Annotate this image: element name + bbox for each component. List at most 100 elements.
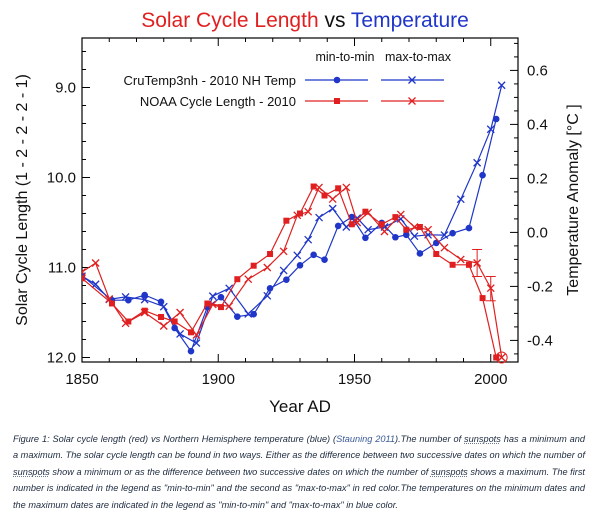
legend-entry-label-0: CruTemp3nh - 2010 NH Temp: [124, 73, 296, 88]
data-point-b: [293, 211, 302, 220]
data-point: [204, 300, 211, 307]
title-part-1: vs: [319, 9, 351, 32]
caption-text: ).The number of: [395, 434, 465, 444]
data-point: [321, 256, 328, 263]
data-point: [283, 217, 290, 224]
data-point: [82, 268, 86, 276]
data-point: [244, 275, 253, 284]
data-point: [244, 309, 253, 318]
data-point: [82, 275, 85, 282]
data-point-b: [473, 158, 482, 167]
y-right-tick-label: 0.6: [527, 62, 548, 79]
data-point: [279, 266, 288, 275]
data-point: [402, 231, 410, 239]
caption-link-sunspots[interactable]: sunspots: [13, 466, 50, 477]
title-part-2: Temperature: [351, 9, 469, 32]
data-point: [335, 185, 342, 192]
data-point: [403, 226, 410, 233]
caption-link-sunspots[interactable]: sunspots: [464, 434, 501, 444]
data-point: [192, 331, 201, 339]
data-point-b: [364, 208, 373, 217]
data-point: [176, 308, 185, 317]
x-tick-label: 1850: [65, 371, 98, 388]
y-right-axis-label: Temperature Anomaly [°C ]: [565, 104, 582, 295]
data-point: [424, 225, 433, 234]
data-point: [449, 261, 456, 268]
data-point-b: [263, 291, 272, 300]
data-point: [250, 310, 257, 318]
data-point: [449, 229, 456, 237]
data-point: [304, 207, 313, 216]
chart-legend: min-to-min max-to-max CruTemp3nh - 2010 NH…: [124, 50, 452, 109]
data-point-b: [121, 319, 130, 328]
data-point: [362, 208, 369, 215]
data-point: [465, 261, 472, 268]
error-bar: [485, 276, 496, 302]
series-line: [82, 185, 497, 358]
data-point: [171, 318, 178, 325]
data-point-b: [410, 223, 419, 231]
data-point: [486, 125, 495, 134]
caption-text: show a minimum or as the difference betw…: [49, 466, 431, 477]
data-point: [392, 214, 399, 221]
data-point: [378, 221, 385, 228]
data-point: [456, 195, 465, 204]
data-point: [353, 218, 362, 227]
data-point: [416, 250, 424, 257]
data-point: [141, 307, 148, 314]
data-point: [234, 313, 241, 320]
data-point: [392, 233, 399, 241]
data-point: [293, 211, 302, 220]
data-point: [140, 295, 149, 304]
data-point: [465, 224, 473, 232]
data-point: [440, 243, 449, 252]
legend-entry-label-1: NOAA Cycle Length - 2010: [140, 94, 296, 109]
data-point: [310, 183, 317, 190]
data-point-b: [159, 322, 168, 330]
legend-marker-min-0: [333, 76, 341, 84]
data-point-b: [225, 302, 234, 311]
data-point-b: [159, 302, 168, 311]
data-point-b: [364, 225, 373, 234]
y-tick-label: 9.0: [55, 80, 76, 97]
caption-citation[interactable]: Stauning 2011: [336, 434, 396, 444]
data-point: [456, 255, 465, 264]
series-line: [82, 118, 497, 353]
plot-area: 1850 1900 1950 2000 9.0 10.0 11.0 12.0 0.6 0.4 0.2…: [14, 37, 582, 416]
data-point: [380, 227, 389, 236]
data-point: [396, 210, 405, 219]
data-point-b: [121, 292, 130, 301]
data-point-b: [192, 339, 201, 348]
data-point: [310, 251, 317, 259]
data-point: [433, 251, 440, 257]
data-point: [304, 235, 313, 244]
data-point: [263, 263, 272, 272]
data-point: [410, 223, 419, 231]
data-point-b: [279, 266, 288, 275]
data-point: [497, 81, 506, 90]
data-point: [364, 225, 373, 234]
caption-text: Figure 1: Solar cycle length (red) vs No…: [13, 434, 337, 444]
data-point-b: [497, 81, 506, 90]
data-point: [140, 308, 149, 317]
data-point-b: [279, 247, 288, 256]
data-point: [497, 353, 506, 362]
data-point: [217, 304, 224, 311]
data-point-b: [353, 218, 362, 227]
data-point: [416, 224, 423, 230]
data-point: [141, 291, 148, 299]
data-point-b: [304, 235, 313, 244]
series-max-to-max-noaa: [82, 183, 506, 362]
data-point-b: [192, 331, 201, 339]
legend-marker-max-0: [408, 76, 416, 84]
data-point-b: [244, 309, 253, 318]
data-point: [342, 223, 351, 231]
data-point: [263, 291, 272, 300]
data-point: [225, 284, 234, 293]
data-point: [158, 314, 165, 320]
data-point-b: [342, 183, 351, 192]
y-tick-label: 12.0: [47, 350, 76, 367]
data-point: [171, 324, 178, 332]
caption-link-sunspots[interactable]: sunspots: [430, 466, 468, 477]
figure-caption: Figure 1: Solar cycle length (red) vs No…: [13, 431, 585, 513]
